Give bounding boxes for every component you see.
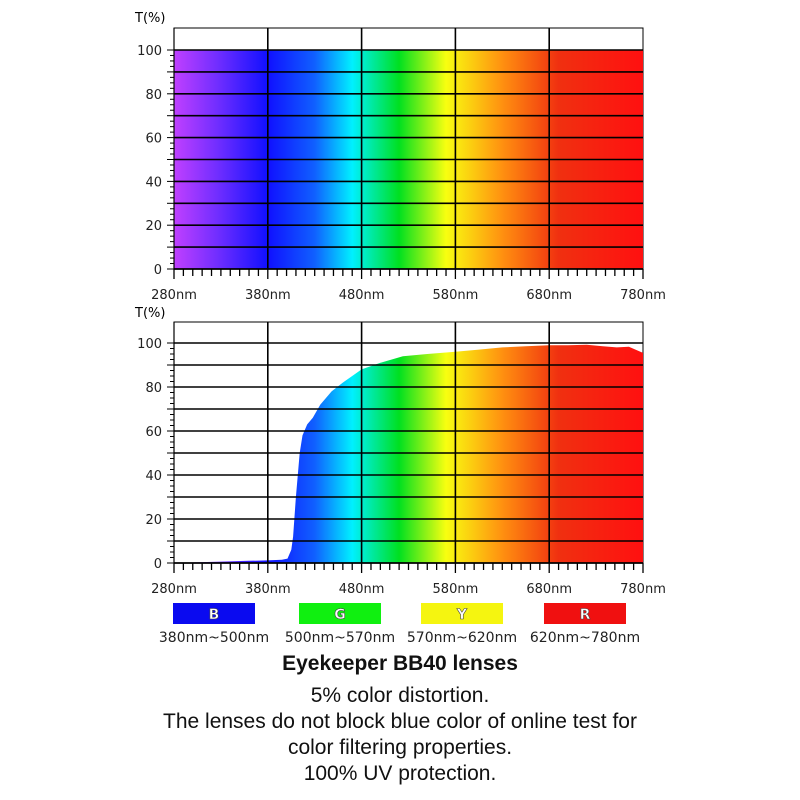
x-tick-label: 480nm <box>339 288 385 303</box>
legend-swatch <box>544 603 626 624</box>
x-tick-label: 280nm <box>151 582 197 597</box>
legend-swatch <box>421 603 503 624</box>
x-tick-label: 380nm <box>245 288 291 303</box>
y-tick-label: 60 <box>145 425 162 440</box>
caption-title: Eyekeeper BB40 lenses <box>282 652 518 675</box>
legend-range: 620nm~780nm <box>530 630 640 646</box>
y-tick-label: 40 <box>145 469 162 484</box>
legend-group: B 380nm~500nm G 500nm~570nm Y 570nm~620nm R 620… <box>159 603 640 646</box>
x-tick-label: 780nm <box>620 288 666 303</box>
x-tick-label: 680nm <box>526 582 572 597</box>
caption-line: color filtering properties. <box>287 736 513 759</box>
transmission-area <box>174 344 643 563</box>
y-tick-label: 80 <box>145 381 162 396</box>
caption-line: The lenses do not block blue color of on… <box>163 710 637 733</box>
x-tick-label: 280nm <box>151 288 197 303</box>
x-tick-label: 780nm <box>620 582 666 597</box>
caption-line: 5% color distortion. <box>310 684 490 707</box>
legend-letter: G <box>334 607 346 623</box>
chart-bottom: T(%) 0 20 40 60 80 100 280nm 380nm 480nm 580nm 680… <box>134 306 666 597</box>
legend-item-g: G 500nm~570nm <box>285 603 395 646</box>
y-tick-label: 20 <box>145 219 162 234</box>
y-tick-label: 0 <box>154 263 162 278</box>
y-tick-label: 80 <box>145 88 162 103</box>
legend-range: 570nm~620nm <box>407 630 517 646</box>
y-tick-label: 100 <box>137 337 162 352</box>
legend-letter: R <box>580 607 591 623</box>
legend-swatch <box>173 603 255 624</box>
legend-range: 500nm~570nm <box>285 630 395 646</box>
y-tick-label: 40 <box>145 175 162 190</box>
y-axis-label: T(%) <box>134 11 165 26</box>
legend-swatch <box>299 603 381 624</box>
legend-letter: Y <box>456 607 468 623</box>
x-tick-label: 480nm <box>339 582 385 597</box>
legend-letter: B <box>209 607 220 623</box>
legend-item-r: R 620nm~780nm <box>530 603 640 646</box>
x-tick-label: 380nm <box>245 582 291 597</box>
chart-top: T(%) 0 20 40 60 80 100 280nm 380nm 480nm 580nm 680… <box>134 11 666 303</box>
y-tick-label: 0 <box>154 557 162 572</box>
y-tick-label: 20 <box>145 513 162 528</box>
y-tick-label: 60 <box>145 132 162 147</box>
legend-range: 380nm~500nm <box>159 630 269 646</box>
legend-item-b: B 380nm~500nm <box>159 603 269 646</box>
x-tick-label: 580nm <box>433 288 479 303</box>
y-tick-label: 100 <box>137 44 162 59</box>
y-axis-label: T(%) <box>134 306 165 321</box>
legend-item-y: Y 570nm~620nm <box>407 603 517 646</box>
x-tick-label: 680nm <box>526 288 572 303</box>
caption-line: 100% UV protection. <box>303 762 497 785</box>
x-tick-label: 580nm <box>433 582 479 597</box>
